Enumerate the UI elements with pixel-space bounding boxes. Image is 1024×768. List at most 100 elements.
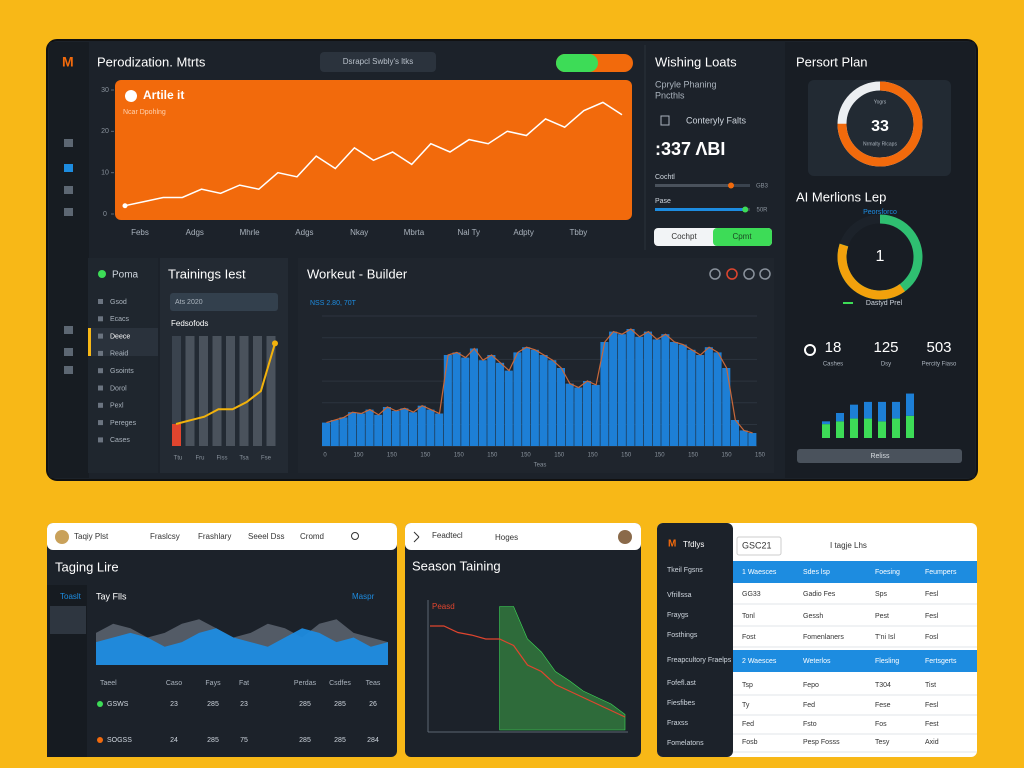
side-label: Fofefl.ast [667, 680, 696, 687]
plan-button[interactable] [797, 449, 962, 463]
cell: Sps [875, 591, 888, 598]
bar [556, 368, 565, 446]
stat-label: Dsy [881, 362, 891, 368]
label: Peasd [432, 602, 455, 611]
nav-icon[interactable] [64, 208, 73, 216]
side-label: Tkeil Fgsns [667, 567, 703, 574]
search-box[interactable] [320, 52, 436, 72]
nav-icon[interactable] [64, 164, 73, 172]
bar [548, 360, 557, 446]
x-tick-label: 150 [521, 453, 532, 459]
cell: Fest [925, 721, 939, 728]
icon[interactable] [709, 268, 721, 280]
column-bg [266, 336, 276, 446]
menu-item: Dorol [110, 385, 127, 392]
y-tick-label: 10 [101, 170, 109, 177]
cell: Fsto [803, 721, 817, 728]
menu-title: Poma [112, 270, 139, 281]
icon[interactable] [759, 268, 771, 280]
bar [443, 355, 452, 446]
bar [836, 413, 844, 422]
panel-3-search[interactable] [736, 536, 782, 556]
area [96, 628, 388, 665]
nav-icon[interactable] [64, 366, 73, 374]
cell: Gessh [803, 613, 823, 620]
bar [409, 412, 418, 446]
cell: 285 [299, 701, 311, 708]
trainings-input[interactable] [170, 293, 278, 311]
bar [356, 413, 365, 446]
nav-icon[interactable] [64, 348, 73, 356]
toggle-on[interactable] [556, 54, 598, 72]
bar [530, 349, 539, 446]
status-dot [98, 270, 106, 278]
avatar [618, 530, 632, 544]
bar [487, 355, 496, 446]
bar [374, 414, 383, 446]
button-label: Cochpt [671, 232, 697, 241]
x-tick-label: Adpty [513, 228, 533, 237]
label: Feadtecl [432, 531, 463, 540]
label: Tay Flls [96, 591, 127, 601]
cell: 285 [334, 737, 346, 744]
menu-icon [98, 333, 103, 339]
panel-1-side-item[interactable] [50, 606, 86, 634]
nav-icon[interactable] [64, 139, 73, 147]
cell: 2 Waesces [742, 658, 777, 665]
slider-knob [728, 182, 734, 189]
nav-icon[interactable] [64, 186, 73, 194]
label: Conteryly Falts [686, 115, 747, 125]
bar [906, 393, 914, 416]
section-title: Persort Plan [796, 54, 868, 69]
menu-selected-bar [88, 328, 91, 356]
x-tick-label: 150 [454, 453, 465, 459]
menu-icon [98, 437, 103, 443]
column-bg [212, 336, 222, 446]
bar [626, 329, 635, 446]
avatar [55, 530, 69, 544]
cell: Gadio Fes [803, 591, 836, 598]
menu-icon [98, 368, 103, 374]
cell: Tist [925, 682, 936, 689]
bar [417, 405, 426, 446]
bar [864, 401, 872, 419]
icon [660, 115, 670, 126]
label: Nrmalty Rlcaps [863, 141, 897, 147]
button-label: Cpmt [732, 232, 752, 241]
slider-value: GB3 [756, 184, 769, 190]
donut-arc [837, 81, 923, 167]
bar [822, 424, 830, 438]
panel-2-topbar [405, 523, 641, 550]
cell: 285 [299, 737, 311, 744]
x-tick-label: Fiss [217, 456, 228, 462]
page-title: Perodization. Mtrts [97, 54, 206, 69]
column-bg [253, 336, 262, 446]
toggle-button-on[interactable] [713, 228, 772, 246]
bar [609, 331, 618, 446]
x-tick-label: 150 [420, 453, 431, 459]
x-tick-label: Tsa [239, 456, 249, 462]
outline [326, 328, 753, 434]
bar [696, 355, 705, 446]
panel-3-sidebar [657, 523, 733, 757]
slider-knob [742, 206, 749, 213]
bar [400, 408, 409, 446]
menu-icon [98, 350, 103, 356]
bar [461, 357, 470, 446]
nav-icon[interactable] [64, 326, 73, 334]
nav-link: Taqiy Plst [74, 532, 109, 541]
icon[interactable] [743, 268, 755, 280]
bar [687, 349, 696, 446]
side-label: Fraygs [667, 612, 689, 619]
cell: Tesy [875, 739, 890, 746]
x-tick-label: Mhrle [240, 228, 261, 237]
slider-label: Cochtl [655, 174, 675, 181]
menu-icon [98, 420, 103, 426]
column-header: Fat [239, 680, 249, 687]
icon[interactable] [726, 268, 738, 280]
cell: GG33 [742, 591, 761, 598]
x-tick-label: Tbby [570, 228, 588, 237]
x-tick-label: 0 [323, 453, 327, 459]
bar [722, 368, 731, 446]
